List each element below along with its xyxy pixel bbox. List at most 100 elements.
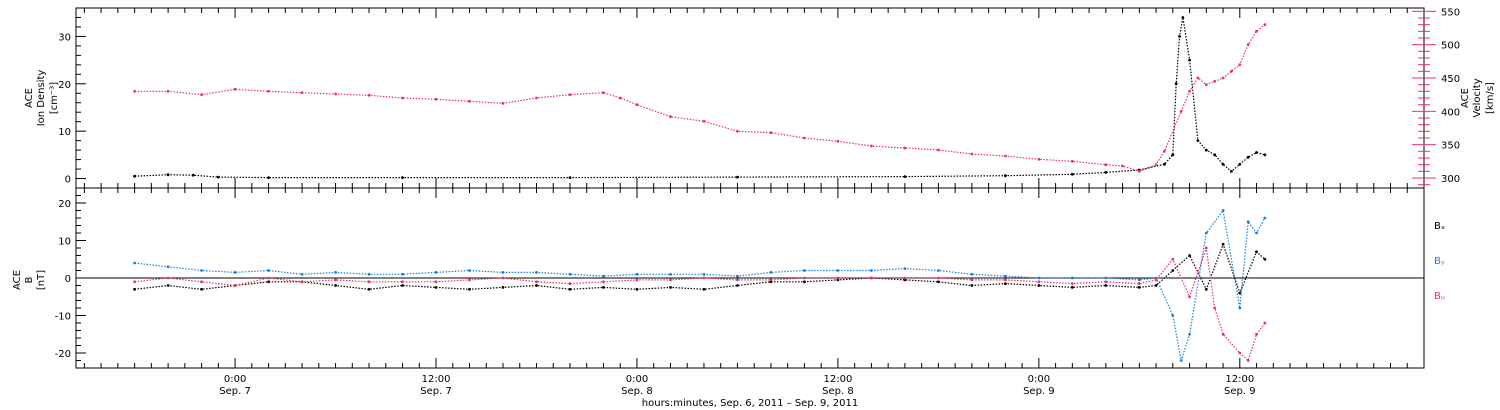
data-point (870, 144, 873, 148)
data-point (1221, 209, 1225, 212)
data-point (903, 175, 907, 179)
series-bottom-1 (133, 209, 1267, 362)
data-point (468, 99, 471, 103)
data-point (937, 269, 940, 272)
bottom-left-tick-label: 0 (65, 274, 71, 285)
data-point (468, 278, 471, 282)
data-point (970, 284, 974, 287)
x-tick-date-label: Sep. 9 (1224, 386, 1256, 397)
top-right-axis-title-3: [km/s] (1485, 82, 1496, 114)
bottom-left-axis-title-1: ACE (12, 270, 23, 290)
data-point (903, 267, 907, 270)
data-point (1246, 359, 1250, 362)
data-point (1255, 332, 1258, 336)
data-point (1263, 153, 1267, 157)
data-point (1263, 216, 1267, 220)
data-point (1181, 16, 1185, 19)
data-point (1037, 280, 1041, 284)
data-point (367, 93, 371, 97)
data-point (1204, 148, 1208, 152)
data-point (1246, 43, 1250, 47)
bottom-left-axis: -20 -10 0 10 20 (55, 187, 86, 369)
data-point (166, 276, 170, 280)
data-point (1255, 151, 1258, 154)
data-point (669, 286, 672, 289)
data-point (1070, 276, 1074, 280)
data-point (1004, 278, 1007, 282)
top-left-tick-label: 0 (65, 175, 71, 186)
data-point (803, 280, 806, 284)
data-point (870, 269, 873, 272)
data-point (535, 280, 538, 284)
data-point (602, 280, 605, 284)
data-point (1263, 321, 1267, 325)
data-point (1004, 282, 1007, 285)
data-point (602, 286, 605, 289)
top-left-tick-label: 30 (58, 32, 71, 43)
data-point (434, 97, 438, 101)
data-point (1213, 79, 1217, 83)
data-point (903, 276, 907, 280)
top-left-tick-label: 10 (58, 127, 71, 138)
bottom-left-tick-label: -20 (55, 349, 71, 360)
x-tick-time-label: 12:00 (823, 374, 852, 385)
data-point (769, 278, 773, 282)
data-point (133, 280, 137, 284)
data-point (1238, 162, 1242, 166)
data-point (1004, 154, 1007, 158)
data-point (334, 278, 337, 282)
data-point (1174, 82, 1178, 86)
data-point (1188, 254, 1191, 257)
data-point (635, 272, 639, 276)
data-point (367, 272, 371, 276)
data-point (736, 284, 739, 287)
data-point (937, 148, 940, 152)
data-point (970, 278, 974, 282)
data-point (736, 129, 739, 133)
data-point (401, 280, 404, 284)
data-point (1204, 287, 1208, 291)
data-point (1070, 286, 1074, 289)
x-tick-time-label: 12:00 (1225, 374, 1254, 385)
data-point (1255, 250, 1258, 254)
data-point (1104, 171, 1108, 174)
data-point (736, 278, 739, 282)
data-point (970, 272, 974, 276)
data-point (937, 280, 940, 284)
data-point (769, 131, 773, 135)
data-point (568, 176, 572, 180)
data-point (1238, 291, 1242, 295)
data-point (334, 92, 337, 96)
data-point (618, 96, 622, 100)
bottom-series-group (133, 209, 1267, 362)
data-point (1037, 157, 1041, 161)
data-point (367, 280, 371, 284)
top-left-axis: 0 10 20 30 (58, 7, 86, 189)
data-point (1121, 164, 1124, 168)
data-point (1163, 162, 1166, 166)
data-point (702, 119, 706, 123)
x-tick-time-label: 0:00 (626, 374, 648, 385)
data-point (166, 284, 170, 287)
data-point (1238, 306, 1242, 310)
data-point (233, 271, 237, 274)
data-point (1037, 284, 1041, 287)
data-point (216, 175, 220, 179)
data-point (133, 174, 137, 178)
x-tick-time-label: 0:00 (224, 374, 246, 385)
data-point (1070, 172, 1074, 176)
series-trace (134, 247, 1266, 362)
series-trace (134, 209, 1266, 361)
data-point (970, 152, 974, 156)
data-point (1004, 274, 1007, 278)
data-point (669, 115, 672, 119)
data-point (937, 276, 940, 280)
data-point (1178, 35, 1181, 38)
data-point (1179, 109, 1183, 113)
data-point (535, 96, 538, 100)
data-point (334, 271, 337, 274)
data-point (568, 272, 572, 276)
data-point (568, 93, 572, 97)
top-right-axis-title-1: ACE (1460, 88, 1471, 108)
